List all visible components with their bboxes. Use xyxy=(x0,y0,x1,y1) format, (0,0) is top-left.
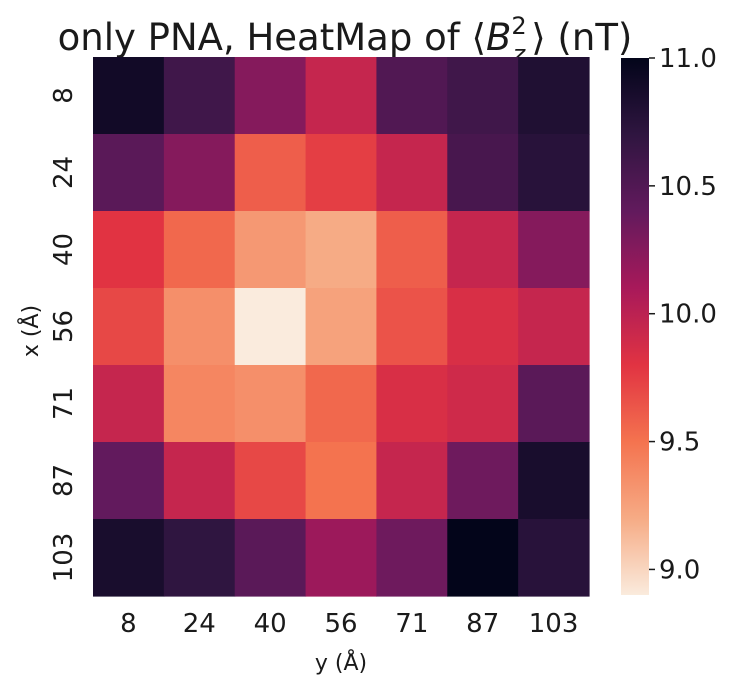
heatmap-cell xyxy=(234,519,307,597)
heatmap-cell xyxy=(234,365,307,443)
x-tick-label: 56 xyxy=(324,609,357,639)
heatmap-cell xyxy=(447,211,519,289)
x-tick-label: 87 xyxy=(466,609,499,639)
chart-title: only PNA, HeatMap of ⟨B2 z ⟩ (nT) xyxy=(58,12,633,68)
heatmap-cell xyxy=(163,288,236,366)
heatmap-cell xyxy=(305,134,378,212)
x-tick-label: 8 xyxy=(120,609,137,639)
colorbar-tick-label: 10.0 xyxy=(659,300,717,330)
x-tick-label: 40 xyxy=(254,609,287,639)
heatmap-cell xyxy=(305,288,378,366)
heatmap-cell xyxy=(447,57,519,135)
heatmap-cell xyxy=(163,442,236,520)
heatmap-cell xyxy=(447,519,519,597)
y-axis-label: x (Å) xyxy=(17,305,44,357)
heatmap-cell xyxy=(234,442,307,520)
heatmap-cell xyxy=(447,288,519,366)
y-tick-label: 71 xyxy=(49,387,79,420)
heatmap-cell xyxy=(518,211,590,289)
title-superscript: 2 xyxy=(511,12,526,40)
heatmap-cell xyxy=(305,211,378,289)
x-tick-labels: 8 24 40 56 71 87 103 xyxy=(120,609,578,639)
heatmap-cell xyxy=(234,134,307,212)
heatmap-cell xyxy=(518,519,590,597)
title-suffix: (nT) xyxy=(546,16,633,59)
heatmap-cell xyxy=(518,57,590,135)
heatmap-cell xyxy=(305,57,378,135)
heatmap-cell xyxy=(376,365,448,443)
heatmap-cell xyxy=(234,57,307,135)
heatmap-cell xyxy=(305,519,378,597)
heatmap-cell xyxy=(376,134,448,212)
heatmap-cell xyxy=(376,288,448,366)
heatmap-cell xyxy=(93,442,165,520)
heatmap-cell xyxy=(376,57,448,135)
y-tick-label: 103 xyxy=(49,533,79,583)
title-symbol: B xyxy=(486,16,511,59)
heatmap-cell xyxy=(93,57,165,135)
y-tick-label: 56 xyxy=(49,310,79,343)
y-tick-label: 24 xyxy=(49,156,79,189)
heatmap-cell xyxy=(447,365,519,443)
heatmap-cell xyxy=(518,442,590,520)
heatmap-cell xyxy=(163,134,236,212)
heatmap-cell xyxy=(93,288,165,366)
heatmap-cell xyxy=(447,442,519,520)
colorbar-ticks: 9.0 9.5 10.0 10.5 11.0 xyxy=(649,44,717,585)
heatmap-cell xyxy=(447,134,519,212)
colorbar-tick-label: 11.0 xyxy=(659,44,717,74)
x-tick-label: 71 xyxy=(395,609,428,639)
heatmap-cell xyxy=(518,134,590,212)
heatmap-cell xyxy=(305,442,378,520)
heatmap-cells xyxy=(93,57,590,597)
heatmap-cell xyxy=(376,519,448,597)
heatmap-cell xyxy=(93,365,165,443)
heatmap-cell xyxy=(163,57,236,135)
y-tick-label: 87 xyxy=(49,464,79,497)
x-tick-label: 103 xyxy=(529,609,579,639)
colorbar-tick-label: 9.0 xyxy=(659,555,700,585)
y-tick-labels: 8 24 40 56 71 87 103 xyxy=(49,87,79,582)
heatmap-cell xyxy=(163,211,236,289)
heatmap-cell xyxy=(93,211,165,289)
heatmap-cell xyxy=(376,211,448,289)
heatmap-cell xyxy=(93,519,165,597)
heatmap-cell xyxy=(518,288,590,366)
heatmap-cell xyxy=(518,365,590,443)
heatmap-cell xyxy=(93,134,165,212)
heatmap-cell xyxy=(234,288,307,366)
heatmap-cell xyxy=(163,365,236,443)
colorbar xyxy=(621,58,649,595)
y-tick-label: 40 xyxy=(49,233,79,266)
colorbar-tick-label: 10.5 xyxy=(659,172,717,202)
colorbar-tick-label: 9.5 xyxy=(659,428,700,458)
title-langle: ⟨ xyxy=(472,16,486,59)
heatmap-cell xyxy=(234,211,307,289)
heatmap-cell xyxy=(305,365,378,443)
heatmap-cell xyxy=(376,442,448,520)
x-axis-label: y (Å) xyxy=(315,649,367,676)
y-tick-label: 8 xyxy=(49,87,79,104)
heatmap-cell xyxy=(163,519,236,597)
title-rangle: ⟩ xyxy=(531,16,545,59)
x-tick-label: 24 xyxy=(183,609,216,639)
title-prefix: only PNA, HeatMap of xyxy=(58,16,472,59)
